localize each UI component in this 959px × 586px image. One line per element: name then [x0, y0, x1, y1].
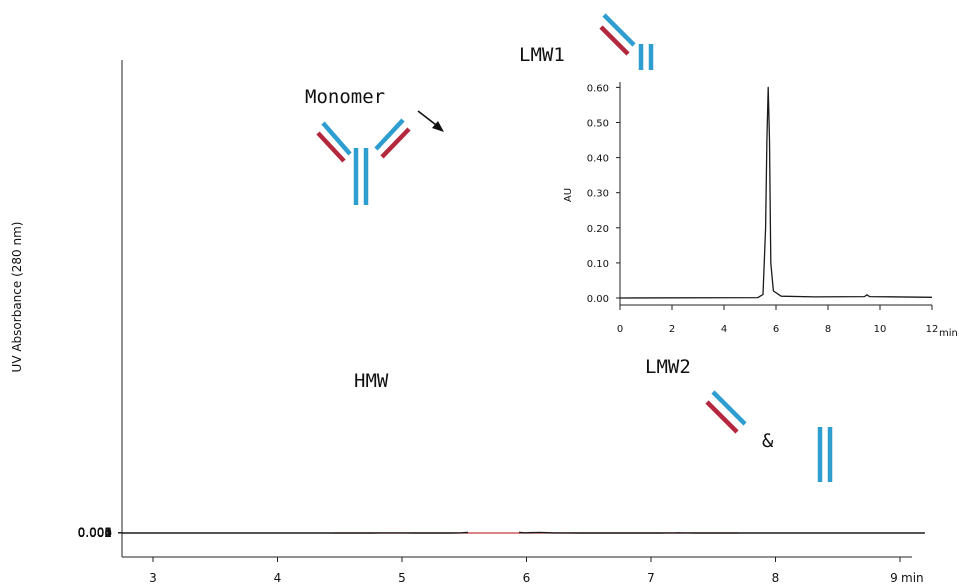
inset-y-axis-label: AU: [563, 188, 574, 202]
hmw-label: HMW: [354, 370, 389, 392]
inset-x-tick-label: 2: [669, 324, 675, 335]
x-tick-label: 6: [523, 571, 531, 585]
x-tick-label: 4: [274, 571, 282, 585]
monomer-label: Monomer: [305, 86, 385, 108]
y-tick-label: 0.004: [78, 526, 112, 540]
x-tick-label: 7: [647, 571, 655, 585]
y-tick-label: 0.006: [78, 526, 112, 540]
inset-x-tick-label: 12: [926, 324, 939, 335]
y-axis-label: UV Absorbance (280 nm): [10, 222, 24, 373]
arrow-icon: [417, 110, 444, 132]
y-tick-label: 0.000: [78, 526, 112, 540]
x-tick-label: 8: [772, 571, 780, 585]
inset-y-tick-label: 0.30: [587, 189, 609, 200]
inset-x-tick-label: 0: [617, 324, 623, 335]
y-tick-label: 0.003: [78, 526, 112, 540]
y-tick-label: 0.001: [78, 526, 112, 540]
inset-trace: [619, 86, 933, 299]
inset-y-tick-label: 0.00: [587, 294, 609, 305]
x-tick-label: 5: [398, 571, 406, 585]
inset-y-tick-label: 0.10: [587, 259, 609, 270]
x-tick-label: 9: [890, 571, 898, 585]
inset-x-tick-label: 8: [825, 324, 831, 335]
fc-fragment-icon: [817, 427, 833, 482]
inset-x-tick-label: 4: [721, 324, 727, 335]
x-unit-label: min: [901, 571, 924, 585]
lmw1-label: LMW1: [519, 44, 565, 66]
inset-x-tick-label: 10: [874, 324, 887, 335]
inset-trace-group: [619, 86, 933, 299]
main-x-ticks: 3 4 5 6 7 8 9: [149, 557, 901, 585]
ampersand-label: &: [762, 430, 774, 452]
trace-group: [121, 531, 925, 534]
inset-x-ticks: 0 2 4 6 8 10 12: [617, 305, 939, 335]
inset-y-tick-label: 0.50: [587, 119, 609, 130]
inset-x-tick-label: 6: [773, 324, 779, 335]
inset-y-tick-label: 0.40: [587, 154, 609, 165]
inset-chart: 0.00 0.10 0.20 0.30 0.40 0.50 0.60 0 2 4 6 8 10 12 A…: [563, 70, 958, 339]
chromatogram-trace: [121, 531, 469, 534]
x-tick-label: 3: [149, 571, 157, 585]
main-axes: [121, 60, 912, 558]
inset-y-tick-label: 0.20: [587, 224, 609, 235]
antibody-monomer-icon: [316, 118, 411, 205]
inset-x-unit-label: min: [939, 328, 958, 339]
y-tick-label: 0.002: [78, 526, 112, 540]
fab-fragment-icon: [705, 390, 747, 434]
lmw2-label: LMW2: [645, 356, 691, 378]
chromatogram-trace: [518, 531, 925, 534]
inset-y-ticks: 0.00 0.10 0.20 0.30 0.40 0.50 0.60: [587, 83, 620, 305]
inset-y-tick-label: 0.60: [587, 83, 609, 94]
y-tick-label: 0.005: [78, 526, 112, 540]
